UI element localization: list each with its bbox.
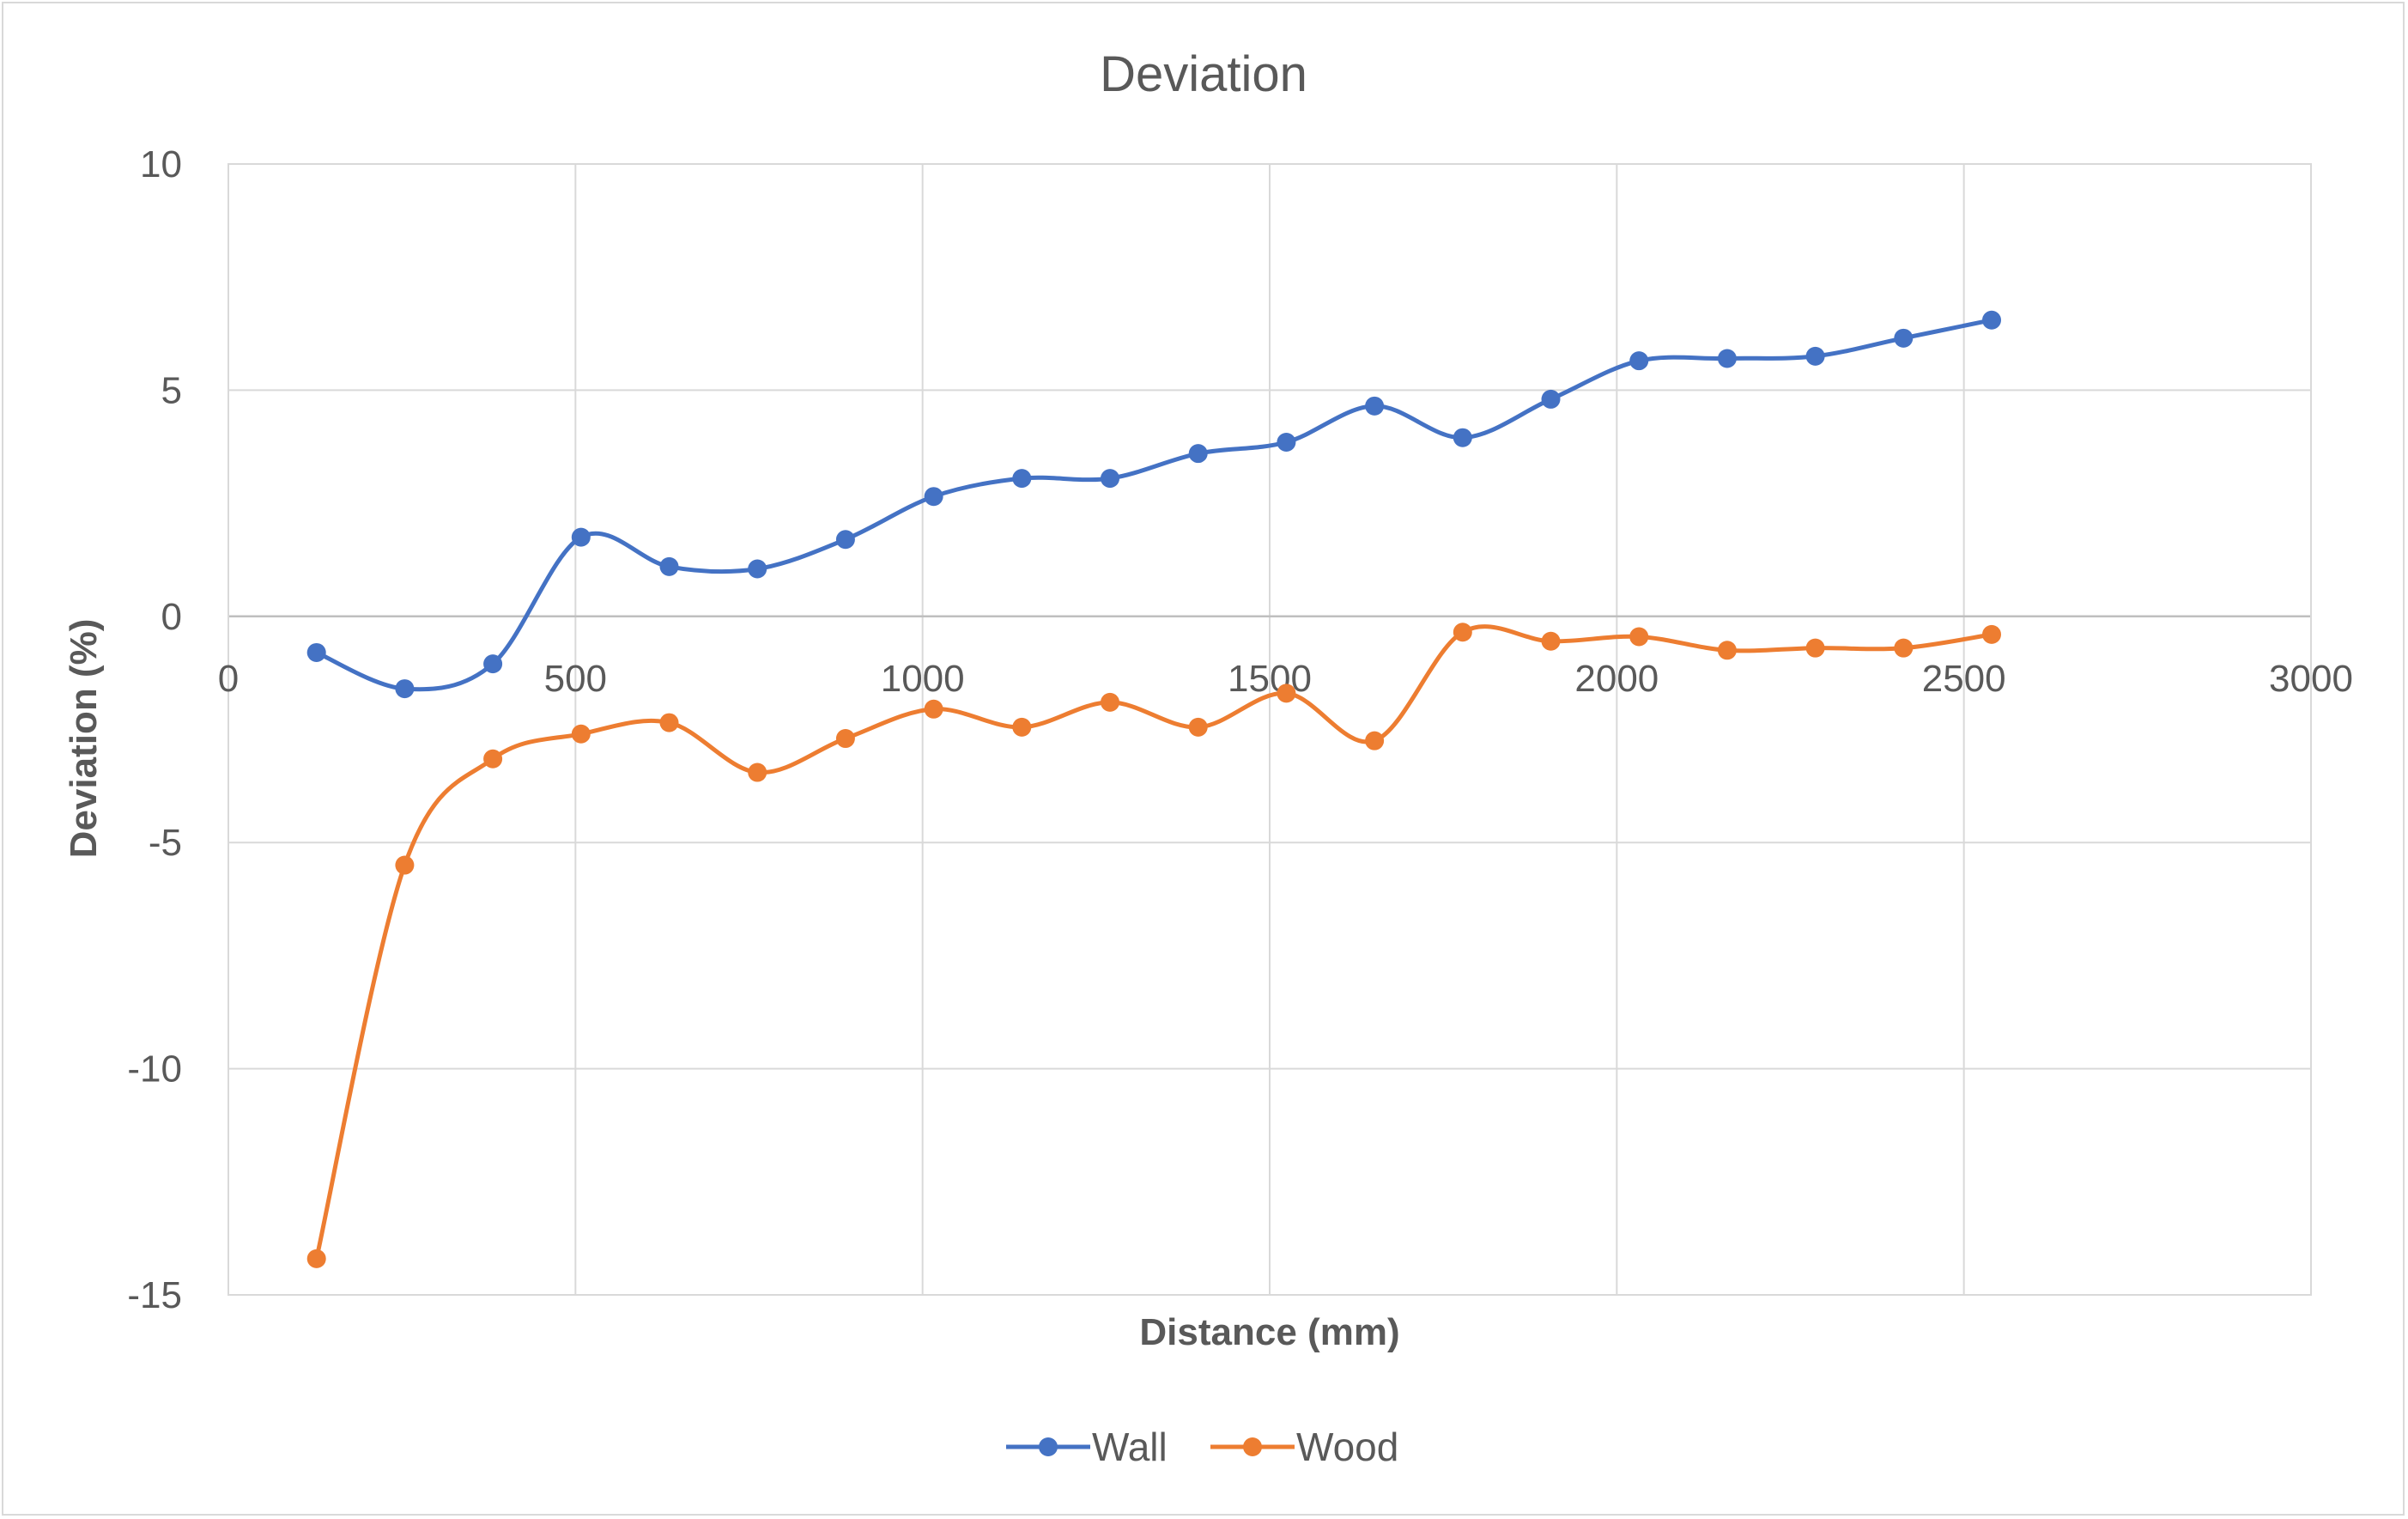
y-axis-title: Deviation (%) [63, 619, 105, 859]
legend: Wall Wood [1006, 1425, 1398, 1469]
series-layer [306, 310, 2002, 1268]
wood-data-point [1541, 631, 1561, 651]
wall-data-point [1188, 444, 1208, 464]
plot-area-border [227, 163, 2312, 1296]
wood-data-point [748, 763, 767, 782]
x-tick-label: 2500 [1922, 658, 2006, 700]
wood-data-point [1101, 692, 1120, 712]
wall-data-point [1982, 310, 2002, 330]
wood-data-point [1982, 624, 2002, 644]
x-tick-labels: 0 500 1000 1500 2000 2500 3000 [218, 658, 2353, 700]
wood-series-line [314, 624, 1994, 1261]
legend-item-wood: Wood [1210, 1425, 1398, 1469]
wood-data-point [1188, 717, 1208, 737]
x-tick-label: 500 [544, 658, 607, 700]
wall-data-point [306, 642, 326, 662]
wood-data-point [395, 855, 415, 875]
wood-data-point [483, 749, 503, 769]
legend-swatch-marker [1243, 1437, 1262, 1456]
wall-data-point [835, 530, 855, 550]
wall-data-point [1629, 351, 1649, 371]
legend-label: Wood [1296, 1425, 1398, 1469]
wall-data-point [1012, 469, 1032, 489]
wood-data-point [659, 713, 679, 732]
wood-data-point [1894, 638, 1914, 658]
x-tick-label: 0 [218, 658, 239, 700]
wall-data-point [1453, 428, 1472, 447]
y-tick-label: 0 [161, 596, 182, 638]
chart-title: Deviation [1100, 46, 1307, 102]
wood-data-point [835, 729, 855, 749]
y-tick-label: 10 [140, 143, 182, 185]
wall-data-point [395, 679, 415, 699]
series-wood [306, 623, 2002, 1268]
x-tick-label: 3000 [2269, 658, 2353, 700]
wood-data-point [1365, 731, 1385, 750]
legend-swatch-marker [1039, 1437, 1058, 1456]
wood-data-point [1717, 641, 1737, 660]
series-wall [306, 310, 2002, 699]
wood-data-point [571, 724, 591, 744]
x-tick-label: 2000 [1574, 658, 1659, 700]
y-tick-label: -5 [149, 822, 182, 864]
wall-series-line [314, 318, 1994, 692]
wall-data-point [1894, 328, 1914, 348]
wood-data-point [306, 1249, 326, 1268]
wood-data-point [1012, 717, 1032, 737]
wall-data-point [1541, 389, 1561, 409]
y-tick-label: -15 [127, 1274, 182, 1316]
wood-data-point [1453, 623, 1472, 642]
wall-data-point [748, 559, 767, 579]
wood-data-point [924, 699, 943, 719]
y-tick-label: 5 [161, 369, 182, 411]
wood-data-point [1805, 638, 1825, 658]
y-tick-labels: 10 5 0 -5 -10 -15 [127, 143, 182, 1316]
wall-data-point [1805, 346, 1825, 366]
wall-data-point [571, 527, 591, 547]
wall-data-point [659, 556, 679, 576]
y-tick-label: -10 [127, 1048, 182, 1091]
wall-data-point [483, 654, 503, 674]
wall-data-point [1717, 349, 1737, 368]
x-tick-label: 1000 [881, 658, 965, 700]
wall-data-point [924, 487, 943, 507]
wall-data-point [1277, 432, 1296, 452]
wall-data-point [1101, 469, 1120, 489]
wood-data-point [1277, 684, 1296, 703]
legend-item-wall: Wall [1006, 1425, 1168, 1469]
x-tick-label: 1500 [1228, 658, 1312, 700]
legend-label: Wall [1092, 1425, 1168, 1469]
x-axis-title: Distance (mm) [1139, 1311, 1399, 1353]
wall-data-point [1365, 396, 1385, 416]
wood-data-point [1629, 627, 1649, 647]
gridlines [227, 163, 2312, 1296]
